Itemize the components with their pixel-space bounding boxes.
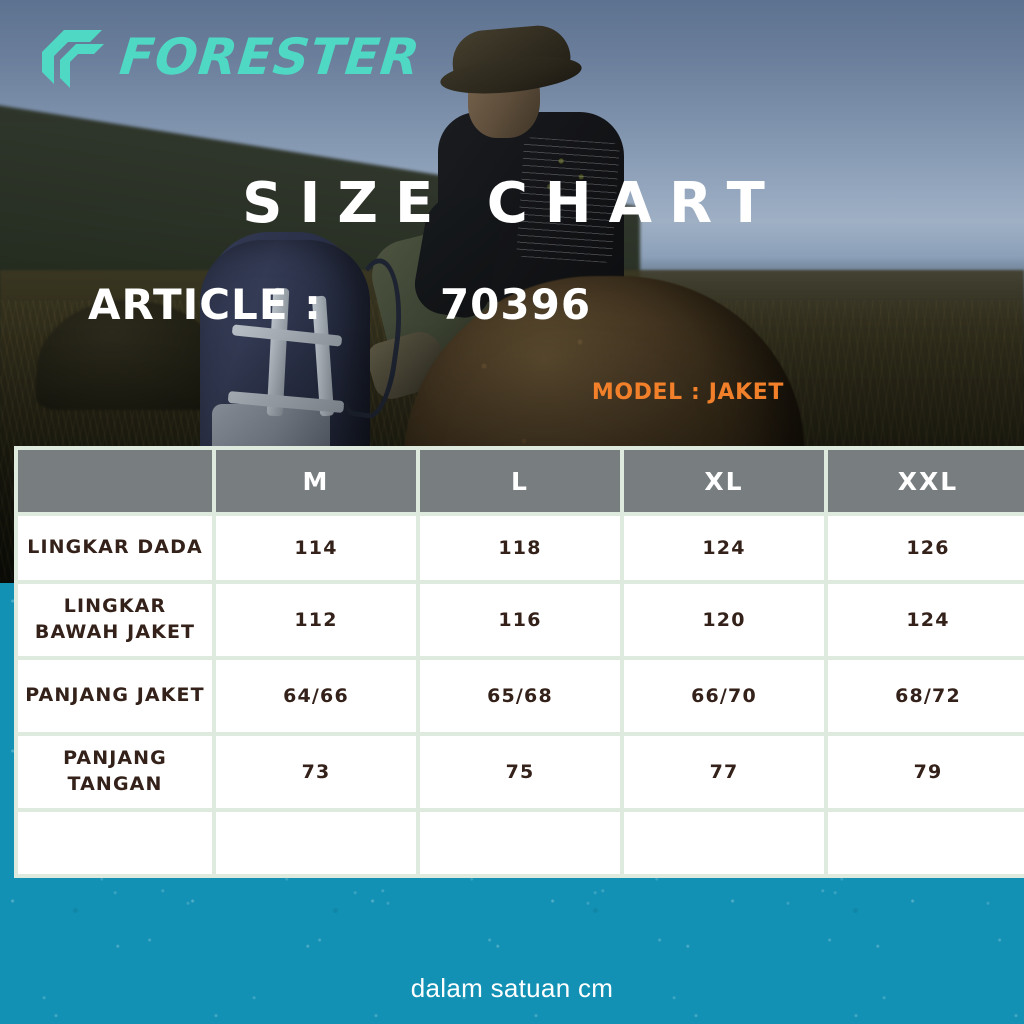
row-value-xl: 77 [624,736,824,808]
column-header-xl: XL [624,450,824,512]
row-label: LINGKAR DADA [18,516,212,580]
article-row: ARTICLE : 70396 [88,284,591,326]
row-value-xxl: 79 [828,736,1024,808]
size-chart-table-wrap: M L XL XXL LINGKAR DADA 114 118 124 126 … [14,446,1024,878]
column-header-xxl: XXL [828,450,1024,512]
row-value-m: 73 [216,736,416,808]
row-value-xl [624,812,824,874]
row-value-xl: 66/70 [624,660,824,732]
row-value-m: 114 [216,516,416,580]
row-value-xl: 124 [624,516,824,580]
table-row: LINGKAR DADA 114 118 124 126 [18,516,1024,580]
row-value-xl: 120 [624,584,824,656]
page-title: SIZE CHART [242,171,782,236]
row-value-xxl: 124 [828,584,1024,656]
row-value-l: 118 [420,516,620,580]
row-value-l: 116 [420,584,620,656]
table-row: LINGKAR BAWAH JAKET 112 116 120 124 [18,584,1024,656]
table-header: M L XL XXL [18,450,1024,512]
table-row-empty [18,812,1024,874]
row-value-m: 64/66 [216,660,416,732]
column-header-l: L [420,450,620,512]
unit-note: dalam satuan cm [410,973,614,1003]
row-value-m: 112 [216,584,416,656]
row-value-xxl: 126 [828,516,1024,580]
model-label: MODEL : JAKET [591,380,784,405]
forester-f-chevron-icon [42,30,104,88]
small-rock-shape [36,300,226,410]
article-label: ARTICLE : [88,280,322,329]
row-value-l: 65/68 [420,660,620,732]
row-label [18,812,212,874]
size-chart-table: M L XL XXL LINGKAR DADA 114 118 124 126 … [14,446,1024,878]
row-value-xxl [828,812,1024,874]
row-value-m [216,812,416,874]
article-value: 70396 [439,280,592,329]
row-value-xxl: 68/72 [828,660,1024,732]
column-header-m: M [216,450,416,512]
brand-wordmark: FORESTER [116,28,424,86]
row-value-l: 75 [420,736,620,808]
brand-logo: FORESTER [38,26,424,88]
row-label: PANJANG JAKET [18,660,212,732]
table-row: PANJANG JAKET 64/66 65/68 66/70 68/72 [18,660,1024,732]
table-corner-cell [18,450,212,512]
row-value-l [420,812,620,874]
table-body: LINGKAR DADA 114 118 124 126 LINGKAR BAW… [18,516,1024,874]
row-label: LINGKAR BAWAH JAKET [18,584,212,656]
row-label: PANJANG TANGAN [18,736,212,808]
table-header-row: M L XL XXL [18,450,1024,512]
table-row: PANJANG TANGAN 73 75 77 79 [18,736,1024,808]
